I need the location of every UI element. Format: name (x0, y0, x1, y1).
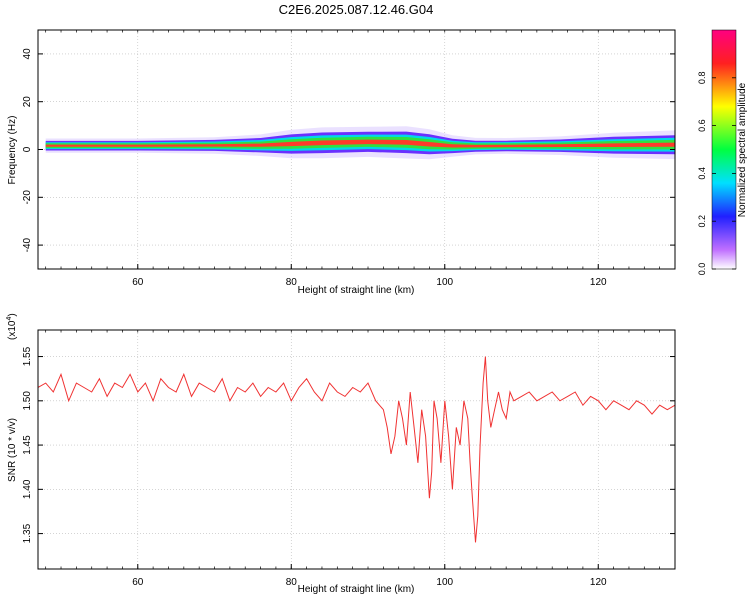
colorbar-label: Normalized spectral amplitude (737, 82, 748, 217)
spectrogram-panel: 60 80 100 120 40 20 0 -20 -40 Height of straigh… (7, 29, 676, 296)
spectrogram-x-tick-label: 60 (132, 277, 144, 288)
snr-y-label: SNR (10 * v/v) (7, 418, 18, 482)
spectrogram-x-ticks: 60 80 100 120 (45, 30, 676, 288)
snr-panel: 60 80 100 120 1.55 1.50 1.45 1.40 1.35 Height o… (6, 313, 676, 595)
spectrogram-x-tick-label: 100 (436, 277, 453, 288)
snr-y-tick-label: 1.50 (22, 391, 33, 411)
snr-multiplier: (x104) (6, 313, 18, 340)
snr-series-line (38, 356, 675, 543)
colorbar-tick-label: 0.2 (697, 215, 707, 228)
snr-y-ticks: 1.55 1.50 1.45 1.40 1.35 (22, 346, 675, 543)
colorbar: 0.0 0.2 0.4 0.6 0.8 Normalized spectral ampl… (697, 29, 748, 276)
colorbar-ticks: 0.0 0.2 0.4 0.6 0.8 (697, 72, 736, 276)
spectrogram-y-label: Frequency (Hz) (7, 116, 18, 185)
snr-y-tick-label: 1.40 (22, 479, 33, 499)
spectrogram-y-tick-label: -40 (22, 237, 33, 252)
colorbar-tick-label: 0.8 (697, 72, 707, 85)
spectrogram-x-tick-label: 80 (286, 277, 298, 288)
snr-x-tick-label: 60 (132, 577, 144, 588)
spectrogram-y-tick-label: 0 (22, 146, 33, 152)
snr-frame (37, 329, 676, 570)
spectral-band-core (45, 139, 675, 148)
snr-x-tick-label: 100 (436, 577, 453, 588)
snr-y-tick-label: 1.55 (22, 346, 33, 366)
snr-x-tick-label: 120 (590, 577, 607, 588)
snr-x-label: Height of straight line (km) (298, 584, 415, 595)
spectrogram-x-label: Height of straight line (km) (298, 285, 415, 296)
spectrogram-y-tick-label: 40 (22, 48, 33, 60)
spectrogram-y-tick-label: 20 (22, 96, 33, 108)
colorbar-tick-label: 0.0 (697, 263, 707, 276)
spectrogram-x-tick-label: 120 (590, 277, 607, 288)
colorbar-scale (711, 29, 737, 270)
figure-title: C2E6.2025.087.12.46.G04 (279, 2, 434, 17)
spectrogram-y-ticks: 40 20 0 -20 -40 (22, 48, 675, 252)
colorbar-tick-label: 0.4 (697, 167, 707, 180)
spectrogram-y-tick-label: -20 (22, 190, 33, 205)
snr-y-tick-label: 1.35 (22, 523, 33, 543)
colorbar-tick-label: 0.6 (697, 119, 707, 132)
snr-grid (38, 330, 675, 569)
snr-y-tick-label: 1.45 (22, 435, 33, 455)
snr-x-tick-label: 80 (286, 577, 298, 588)
snr-x-ticks: 60 80 100 120 (45, 330, 676, 588)
